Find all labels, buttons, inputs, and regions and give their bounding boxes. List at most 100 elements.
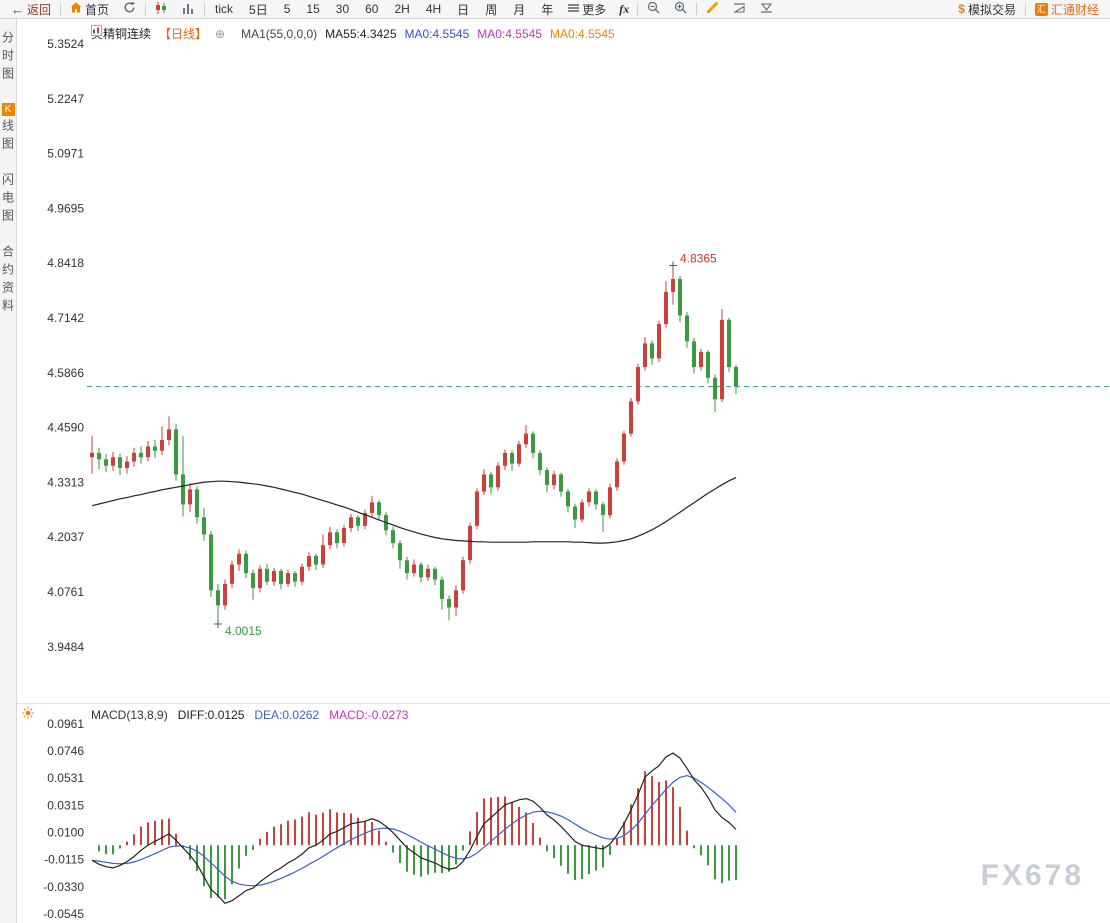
- refresh-icon: [123, 1, 136, 17]
- macd-value: MACD:-0.0273: [329, 708, 409, 722]
- sidebar-item-label: 闪电图: [0, 173, 15, 227]
- sim-trading-label: 模拟交易: [967, 2, 1016, 17]
- diff-value: DIFF:0.0125: [177, 708, 245, 722]
- main-chart-header: 美精铜连续 【日线】 ⊕ MA1(55,0,0,0) MA55:4.3425 M…: [91, 25, 615, 42]
- toolbar-separator: [204, 3, 206, 15]
- sidebar-item-label: 分时图: [0, 31, 15, 85]
- period-week-button[interactable]: 周: [485, 2, 498, 17]
- period-2h-button[interactable]: 2H: [394, 2, 410, 16]
- period-day-button[interactable]: 日: [457, 2, 470, 17]
- svg-text:5.2247: 5.2247: [47, 92, 84, 106]
- sidebar-item-time-chart[interactable]: 分时图: [0, 31, 17, 85]
- add-indicator-icon[interactable]: ⊕: [215, 26, 226, 41]
- svg-text:5.0971: 5.0971: [47, 147, 84, 161]
- sim-trading-button[interactable]: $ 模拟交易: [951, 0, 1023, 18]
- period-4h-button[interactable]: 4H: [425, 2, 442, 16]
- sidebar-item-label: 线图: [0, 119, 15, 155]
- macd-header: MACD(13,8,9) DIFF:0.0125 DEA:0.0262 MACD…: [91, 708, 408, 722]
- macd-panel: 0.0961 0.0746 0.0531 0.0315 0.0100 -0.0115 -0.…: [17, 703, 1110, 923]
- volume-style-button[interactable]: [175, 0, 202, 18]
- home-button[interactable]: 首页: [63, 0, 116, 18]
- ma55-value: MA55:4.3425: [325, 26, 397, 41]
- back-button[interactable]: ← 返回: [4, 0, 58, 18]
- trend-down-tool-icon: [760, 2, 773, 17]
- macd-canvas[interactable]: 0.0961 0.0746 0.0531 0.0315 0.0100 -0.0115 -0.…: [17, 704, 1110, 923]
- period-tag: 【日线】: [159, 27, 208, 41]
- brand-logo[interactable]: 汇 汇通财经: [1028, 0, 1106, 18]
- period-year-button[interactable]: 年: [541, 2, 554, 17]
- zoom-in-icon: [674, 1, 687, 17]
- more-label: 更多: [582, 2, 607, 17]
- sidebar-item-contract-info[interactable]: 合约资料: [0, 245, 17, 317]
- svg-text:4.2037: 4.2037: [47, 530, 84, 544]
- svg-text:4.7142: 4.7142: [47, 311, 84, 325]
- price-annotation: 4.8365: [680, 252, 717, 266]
- toolbar-separator: [145, 3, 147, 15]
- trend-up-tool-button[interactable]: [726, 0, 753, 18]
- sidebar-item-lightning-chart[interactable]: 闪电图: [0, 173, 17, 227]
- svg-text:4.0761: 4.0761: [47, 585, 84, 599]
- svg-text:4.5866: 4.5866: [47, 366, 84, 380]
- ma55-line: [91, 477, 737, 544]
- main-chart-canvas[interactable]: 5.3524 5.2247 5.0971 4.9695 4.8418 4.7142 4.58…: [17, 19, 1110, 703]
- dollar-icon: $: [958, 2, 965, 16]
- svg-text:0.0315: 0.0315: [47, 799, 84, 813]
- period-5m-button[interactable]: 5: [283, 2, 291, 16]
- sidebar-item-label: 合约资料: [0, 245, 15, 317]
- svg-text:4.8418: 4.8418: [47, 256, 84, 270]
- price-annotation: 4.0015: [225, 624, 262, 638]
- trend-down-tool-button[interactable]: [753, 0, 780, 18]
- macd-histogram: [98, 771, 737, 900]
- brand-icon: 汇: [1034, 2, 1048, 16]
- svg-text:-0.0545: -0.0545: [43, 907, 84, 921]
- svg-text:-0.0115: -0.0115: [44, 853, 84, 867]
- period-60m-button[interactable]: 60: [365, 2, 379, 16]
- period-30m-button[interactable]: 30: [335, 2, 350, 16]
- ma0-blue-value: MA0:4.5545: [404, 26, 470, 41]
- svg-text:4.9695: 4.9695: [47, 201, 84, 215]
- pencil-icon: [706, 1, 719, 17]
- trend-up-tool-icon: [733, 2, 746, 17]
- svg-text:0.0531: 0.0531: [47, 771, 84, 785]
- period-15m-button[interactable]: 15: [306, 2, 320, 16]
- watermark: FX678: [980, 859, 1084, 892]
- period-5d-button[interactable]: 5日: [249, 2, 268, 17]
- sidebar-item-kline-chart[interactable]: K 线图: [0, 103, 17, 155]
- svg-text:4.4590: 4.4590: [47, 421, 84, 435]
- svg-text:0.0746: 0.0746: [47, 744, 84, 758]
- zoom-out-button[interactable]: [640, 0, 667, 18]
- candlestick-chart-icon: [155, 1, 168, 17]
- volume-bars-icon: [182, 2, 195, 17]
- svg-text:0.0100: 0.0100: [47, 826, 84, 840]
- back-label: 返回: [27, 2, 52, 17]
- draw-pencil-button[interactable]: [699, 0, 726, 18]
- toolbar-separator: [637, 3, 639, 15]
- sidebar: 分时图 K 线图 闪电图 合约资料: [0, 19, 17, 923]
- svg-text:4.3313: 4.3313: [47, 475, 84, 489]
- macd-axis-labels: 0.0961 0.0746 0.0531 0.0315 0.0100 -0.0115 -0.…: [43, 717, 84, 921]
- home-icon: [70, 2, 82, 16]
- kline-badge: K: [1, 103, 15, 116]
- main-chart-panel: 5.3524 5.2247 5.0971 4.9695 4.8418 4.7142 4.58…: [17, 19, 1110, 703]
- period-month-button[interactable]: 月: [513, 2, 526, 17]
- diff-line: [91, 752, 737, 905]
- period-tick-button[interactable]: tick: [215, 2, 234, 16]
- price-axis-labels: 5.3524 5.2247 5.0971 4.9695 4.8418 4.7142 4.58…: [47, 37, 84, 654]
- ma0-orange-value: MA0:4.5545: [549, 26, 615, 41]
- kline-style-button[interactable]: [148, 0, 175, 18]
- menu-icon: [568, 2, 580, 16]
- more-button[interactable]: 更多: [561, 0, 613, 18]
- toolbar-separator: [60, 3, 62, 15]
- zoom-in-button[interactable]: [667, 0, 694, 18]
- candles-layer: [90, 265, 738, 624]
- indicator-fx-button[interactable]: fx: [619, 1, 630, 16]
- toolbar-separator: [696, 3, 698, 15]
- ma-param-label: MA1(55,0,0,0): [241, 26, 318, 41]
- svg-text:5.3524: 5.3524: [47, 37, 84, 51]
- macd-title: MACD(13,8,9): [91, 708, 168, 722]
- brand-label: 汇通财经: [1050, 2, 1099, 17]
- refresh-button[interactable]: [116, 0, 143, 18]
- svg-text:0.0961: 0.0961: [47, 717, 84, 731]
- dea-value: DEA:0.0262: [254, 708, 320, 722]
- home-label: 首页: [85, 2, 110, 17]
